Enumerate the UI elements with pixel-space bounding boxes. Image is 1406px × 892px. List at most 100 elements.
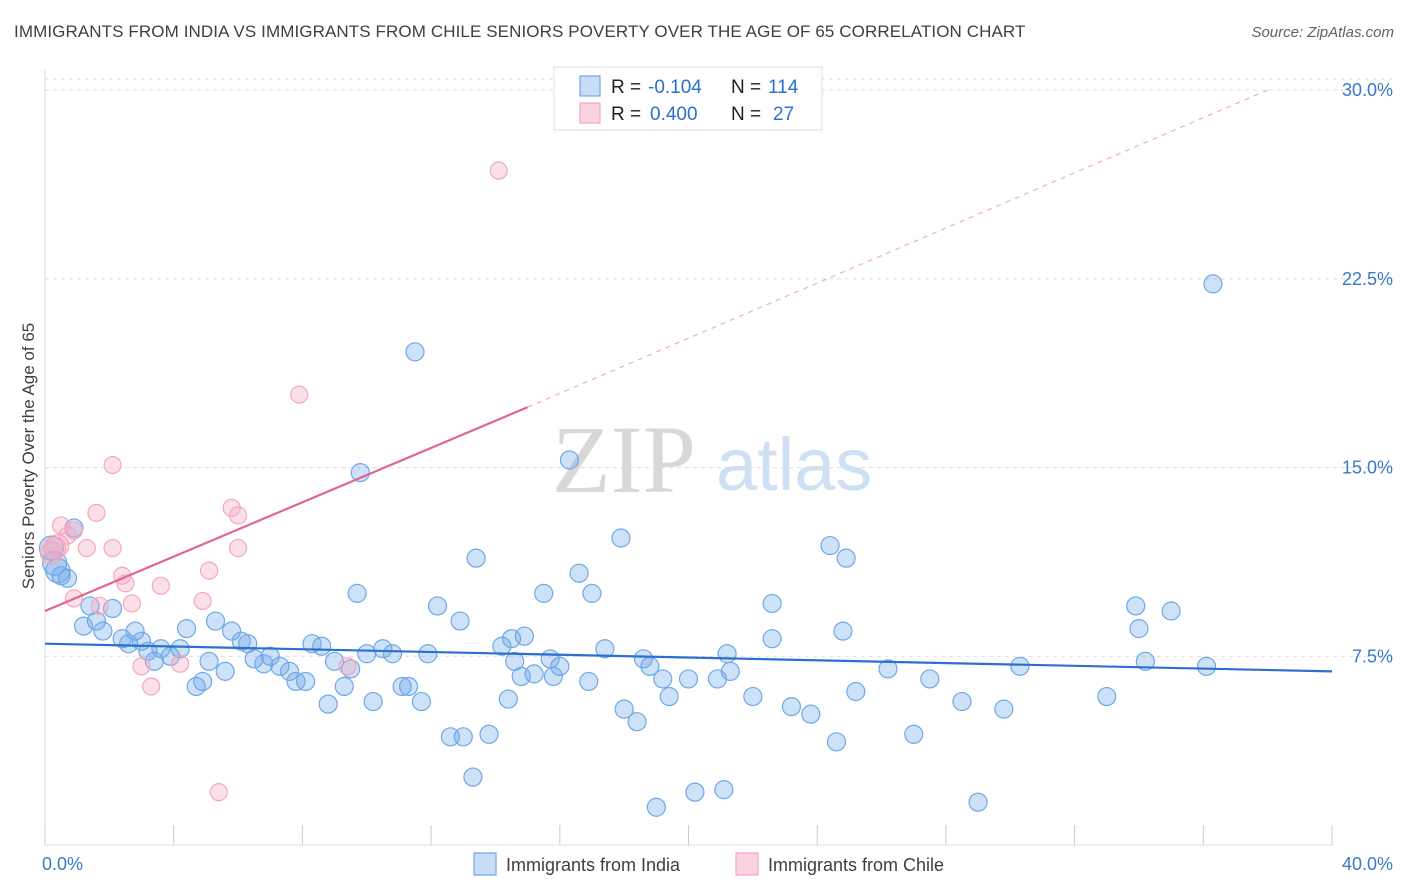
source-credit: Source: ZipAtlas.com [1251,24,1394,41]
india-point [579,671,599,692]
y-tick-label: 22.5% [1342,269,1393,289]
chile-point [43,536,67,560]
india-point [762,629,782,649]
axes [44,70,1333,846]
bottom-legend-india-label: Immigrants from India [506,855,681,875]
india-point [260,646,280,666]
india-point [312,636,332,656]
india-point [357,644,377,664]
india-point [176,619,197,639]
y-axis-label: Seniors Poverty Over the Age of 65 [19,323,38,589]
india-point [296,671,316,692]
chile-point [228,538,248,558]
chile-point [87,503,106,522]
india-point [646,797,666,817]
india-point [334,676,354,697]
y-tick-label: 15.0% [1342,458,1393,478]
india-point [1010,656,1030,676]
india-point [611,528,631,548]
chile-point [199,561,219,580]
india-point [466,548,486,568]
india-point [170,639,190,659]
legend-india-n-value: 114 [768,77,799,98]
legend-chile-n-value: 27 [773,104,794,125]
series-legend: Immigrants from India Immigrants from Ch… [473,852,944,876]
india-point [193,671,213,692]
india-point [186,676,206,697]
india-point [222,621,242,641]
y-tick-labels: 7.5% 15.0% 22.5% 30.0% [1342,80,1393,666]
chile-point [222,498,241,517]
chile-point [103,538,122,558]
india-point [453,727,473,747]
india-point [714,780,734,800]
india-point [418,644,438,664]
india-point [878,659,898,679]
india-point [279,661,300,681]
india-point [86,611,107,631]
india-point [1097,686,1117,707]
india-point [820,535,840,556]
legend-chile-r-value: 0.400 [650,104,698,125]
india-point [743,686,763,707]
india-point [270,656,290,676]
india-point [215,661,235,681]
india-point [826,732,847,752]
india-point [633,649,654,669]
chart-title: IMMIGRANTS FROM INDIA VS IMMIGRANTS FROM… [14,22,1026,41]
india-point [781,697,802,717]
x-tick-label: 0.0% [42,854,83,874]
india-point [411,691,432,712]
chile-point [132,657,151,676]
india-point [479,724,499,744]
india-point [514,626,535,646]
india-point [678,669,699,689]
legend-india-swatch [579,75,601,97]
india-point [205,611,226,631]
chile-point [122,594,141,613]
india-point [199,651,219,671]
india-point [846,681,866,702]
india-point [659,686,679,707]
india-point [653,669,673,689]
india-point [582,583,602,603]
india-point [1161,601,1181,621]
india-point [801,704,821,724]
chile-point [193,591,212,611]
chile-point [489,161,508,180]
india-point [559,450,580,470]
chile-point [77,538,96,558]
gridlines [45,78,1392,657]
india-point [952,691,972,712]
india-point [833,621,853,641]
india-point [569,563,589,583]
india-point [463,767,483,787]
bottom-legend-chile-swatch [735,852,759,876]
chile-point [228,506,248,525]
india-point [994,699,1014,719]
india-point [373,639,393,659]
india-point [286,671,306,692]
chile-point [142,677,161,696]
india-point [498,689,518,709]
chile-point [209,783,228,802]
chile-point [290,385,309,404]
chile-series [39,161,508,802]
bottom-legend-chile-label: Immigrants from Chile [768,855,944,875]
india-point [74,616,94,636]
chile-point [90,596,109,616]
india-point [382,644,403,664]
india-point [1135,651,1155,671]
india-point [627,712,647,732]
legend-chile-n-label: N = [731,104,761,125]
india-point [920,669,940,689]
legend-india-n-label: N = [731,77,761,98]
india-point [93,621,113,641]
india-point [450,611,470,631]
india-point [492,636,512,656]
india-point [347,583,367,603]
trend-lines [44,89,1333,673]
x-tick-labels: 0.0% 40.0% [42,854,1393,874]
india-point [720,661,740,681]
india-point [254,654,274,674]
